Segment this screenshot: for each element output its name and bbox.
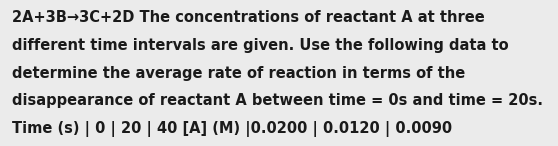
Text: disappearance of reactant A between time = 0s and time = 20s.: disappearance of reactant A between time… bbox=[12, 93, 543, 108]
Text: Time (s) | 0 | 20 | 40 [A] (M) |0.0200 | 0.0120 | 0.0090: Time (s) | 0 | 20 | 40 [A] (M) |0.0200 |… bbox=[12, 121, 453, 137]
Text: determine the average rate of reaction in terms of the: determine the average rate of reaction i… bbox=[12, 66, 465, 81]
Text: different time intervals are given. Use the following data to: different time intervals are given. Use … bbox=[12, 38, 509, 53]
Text: 2A+3B→3C+2D The concentrations of reactant A at three: 2A+3B→3C+2D The concentrations of reacta… bbox=[12, 10, 485, 25]
